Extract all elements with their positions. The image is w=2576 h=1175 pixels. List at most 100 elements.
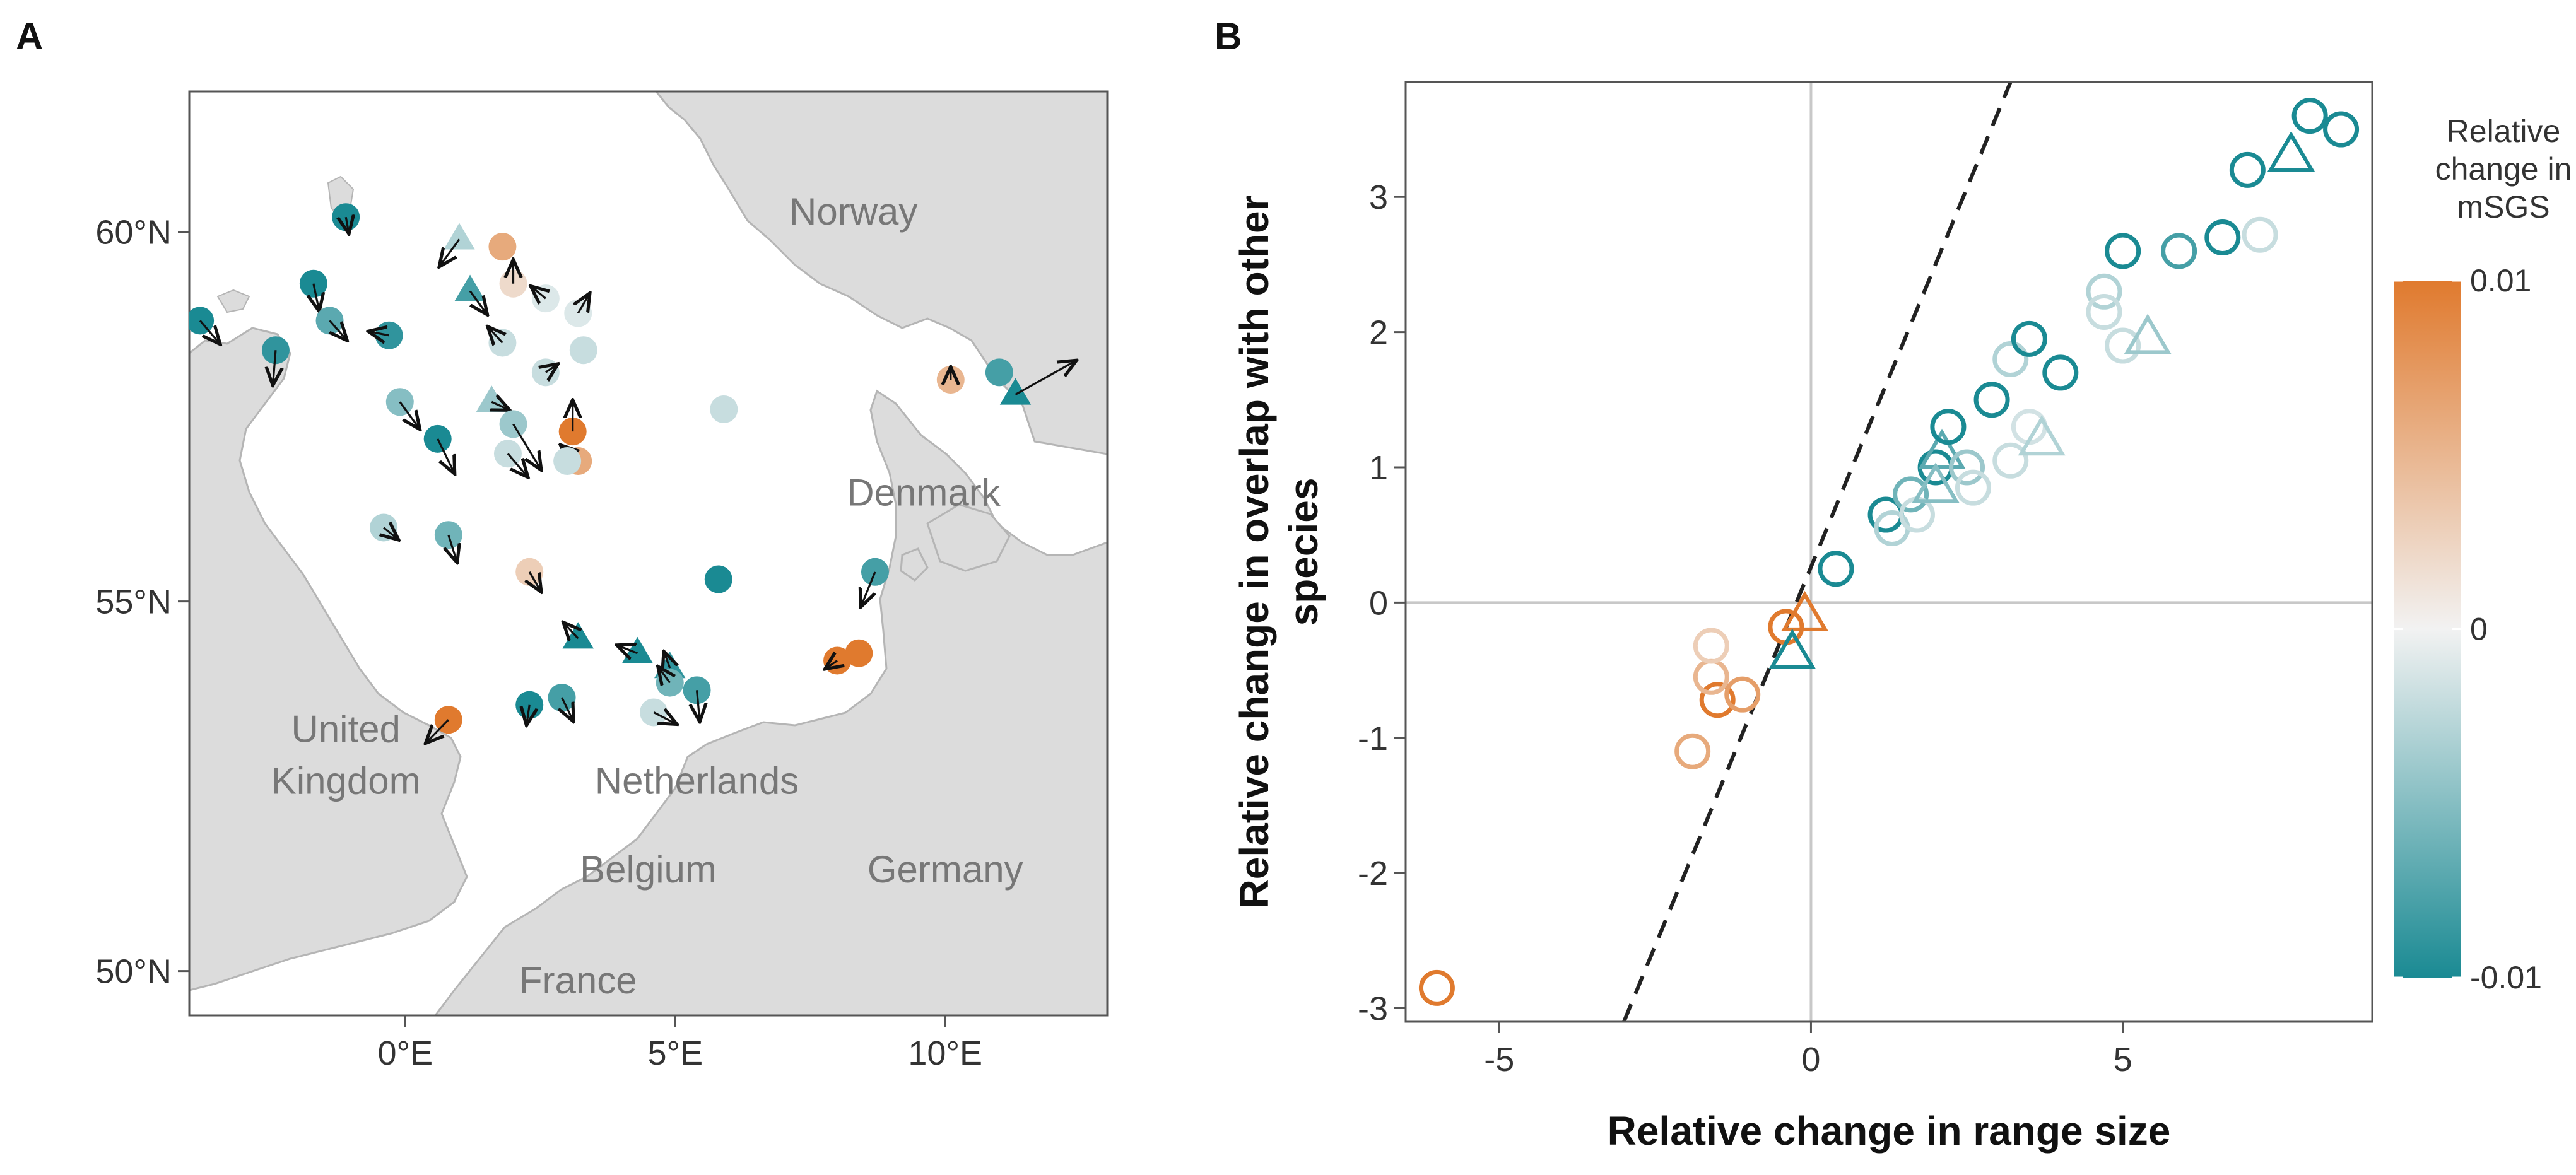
- map-shift-arrow: [578, 295, 589, 314]
- map-place-label: Germany: [867, 848, 1023, 891]
- panel-label-a: A: [16, 15, 43, 57]
- map-place-label: Kingdom: [271, 759, 421, 802]
- map-shift-arrow: [862, 571, 875, 605]
- map-x-tick-label: 0°E: [378, 1034, 433, 1072]
- land-orkney: [216, 289, 250, 313]
- y-axis-title-line-2: species: [1281, 478, 1326, 626]
- plot-area: [1406, 82, 2372, 1022]
- colorbar-ticks: 0.01 0 -0.01: [2394, 263, 2542, 995]
- legend-title-line-1: Relative: [2447, 114, 2561, 149]
- y-tick-label: -3: [1358, 990, 1388, 1028]
- colorbar-tick-label: 0: [2470, 612, 2488, 647]
- map-station-triangle: [454, 274, 486, 301]
- legend-title-line-3: mSGS: [2457, 189, 2550, 225]
- scatter-point: [2242, 216, 2278, 253]
- panel-label-b: B: [1214, 15, 1242, 57]
- scatter-point: [2086, 293, 2122, 330]
- map-station-point: [299, 269, 327, 298]
- colorbar-tick-label: 0.01: [2470, 263, 2531, 298]
- map-shift-arrow: [199, 320, 219, 342]
- y-tick-label: 1: [1369, 449, 1388, 487]
- scatter-triangle: [2267, 131, 2315, 172]
- fit-line-group: [1622, 82, 2013, 1022]
- map-frame: [188, 90, 1109, 1017]
- x-tick-label: -5: [1484, 1041, 1514, 1079]
- map-shift-arrow: [489, 328, 502, 342]
- scatter-point: [1693, 628, 1729, 664]
- map-ticks: 0°E 5°E 10°E 60°N 55°N 50°N: [95, 214, 982, 1072]
- map-shift-arrow: [653, 712, 675, 723]
- fit-line: [1622, 82, 2013, 1022]
- map-station-triangle: [999, 378, 1032, 405]
- map-points: [189, 203, 1075, 742]
- map-y-tick-label: 50°N: [95, 953, 172, 991]
- map-shift-arrow: [532, 288, 545, 299]
- map-shift-arrow: [491, 402, 508, 409]
- scatter-panel: -5 0 5 -3 -2 -1 0 1 2 3 Relative change in range …: [1232, 81, 2572, 1154]
- map-panel: 0°E 5°E 10°E 60°N 55°N 50°N Norway Denmark Unit…: [95, 90, 1109, 1072]
- scatter-point: [1955, 469, 1991, 506]
- map-shift-arrow: [826, 660, 837, 668]
- scatter-point: [1893, 476, 1929, 513]
- scatter-point: [2086, 273, 2122, 310]
- map-shift-arrow: [440, 238, 461, 265]
- map-place-label: United: [291, 708, 400, 750]
- map-y-tick-label: 60°N: [95, 214, 172, 252]
- map-station-point: [488, 233, 517, 261]
- scatter-ticks: -5 0 5 -3 -2 -1 0 1 2 3: [1358, 178, 2132, 1079]
- plot-frame: [1404, 81, 2373, 1023]
- map-station-triangle: [444, 223, 475, 250]
- map-shift-arrow: [1015, 361, 1075, 395]
- y-tick-label: -1: [1358, 720, 1388, 757]
- map-shift-arrow: [449, 534, 457, 561]
- scatter-point: [2229, 151, 2266, 188]
- map-station-point: [845, 639, 873, 667]
- map-shift-arrow: [512, 423, 541, 468]
- map-shift-arrow: [469, 290, 486, 313]
- scatter-point: [2011, 320, 2047, 357]
- scatter-point: [1973, 382, 2010, 418]
- map-shift-arrow: [273, 350, 276, 383]
- scatter-point: [2323, 111, 2360, 148]
- map-shift-arrow: [384, 527, 397, 539]
- x-tick-label: 0: [1801, 1041, 1820, 1079]
- map-station-point: [569, 336, 597, 365]
- x-tick-label: 5: [2114, 1041, 2132, 1079]
- map-shift-arrow: [437, 438, 454, 472]
- legend-title-line-2: change in: [2435, 151, 2572, 187]
- map-station-point: [553, 447, 582, 475]
- colorbar-legend: Relative change in mSGS 0.01 0 -0.01: [2394, 114, 2572, 995]
- scatter-points: [1418, 98, 2360, 1006]
- scatter-triangle: [2124, 313, 2172, 354]
- map-place-label: Belgium: [580, 848, 717, 891]
- y-axis-title-line-1: Relative change in overlap with other: [1232, 196, 1277, 909]
- scatter-point: [2204, 219, 2241, 256]
- map-place-label: Norway: [789, 190, 917, 233]
- map-shift-arrow: [659, 668, 670, 682]
- y-tick-label: -2: [1358, 855, 1388, 892]
- map-shift-arrow: [562, 697, 573, 720]
- scatter-triangle: [2018, 415, 2066, 456]
- reference-lines: [1406, 82, 2372, 1022]
- map-x-tick-label: 10°E: [908, 1034, 982, 1072]
- scatter-point: [1992, 341, 2029, 377]
- scatter-point: [2291, 98, 2328, 134]
- map-place-label: France: [519, 959, 637, 1002]
- map-shift-arrow: [314, 283, 319, 310]
- scatter-point: [1674, 733, 1711, 769]
- x-axis-title: Relative change in range size: [1608, 1108, 2171, 1154]
- colorbar-tick-label: -0.01: [2470, 960, 2542, 995]
- map-shift-arrow: [618, 646, 638, 653]
- scatter-point: [2161, 233, 2197, 269]
- land-uk: [189, 327, 468, 991]
- map-shift-arrow: [507, 453, 527, 476]
- y-tick-label: 0: [1369, 584, 1388, 622]
- map-shift-arrow: [546, 365, 556, 373]
- map-station-point: [704, 565, 732, 593]
- land-denmark-islands: [926, 503, 1011, 572]
- map-shift-arrow: [529, 571, 540, 590]
- map-x-tick-label: 5°E: [647, 1034, 703, 1072]
- scatter-point: [1818, 551, 1854, 587]
- map-shift-arrow: [399, 401, 419, 428]
